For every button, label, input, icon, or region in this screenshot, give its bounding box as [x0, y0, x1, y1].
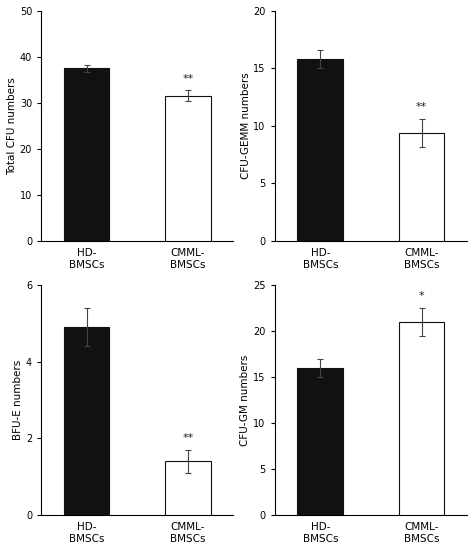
Text: **: ** [182, 433, 193, 443]
Y-axis label: CFU-GM numbers: CFU-GM numbers [240, 354, 250, 446]
Text: *: * [419, 291, 424, 301]
Bar [399, 322, 444, 515]
Y-axis label: Total CFU numbers: Total CFU numbers [7, 77, 17, 175]
Bar [399, 133, 444, 241]
Bar [298, 368, 343, 515]
Y-axis label: BFU-E numbers: BFU-E numbers [13, 360, 23, 440]
Bar [298, 59, 343, 241]
Bar [165, 96, 210, 241]
Bar [165, 461, 210, 515]
Bar [64, 327, 109, 515]
Bar [64, 68, 109, 241]
Text: **: ** [416, 102, 427, 112]
Y-axis label: CFU-GEMM numbers: CFU-GEMM numbers [240, 72, 251, 179]
Text: **: ** [182, 73, 193, 84]
